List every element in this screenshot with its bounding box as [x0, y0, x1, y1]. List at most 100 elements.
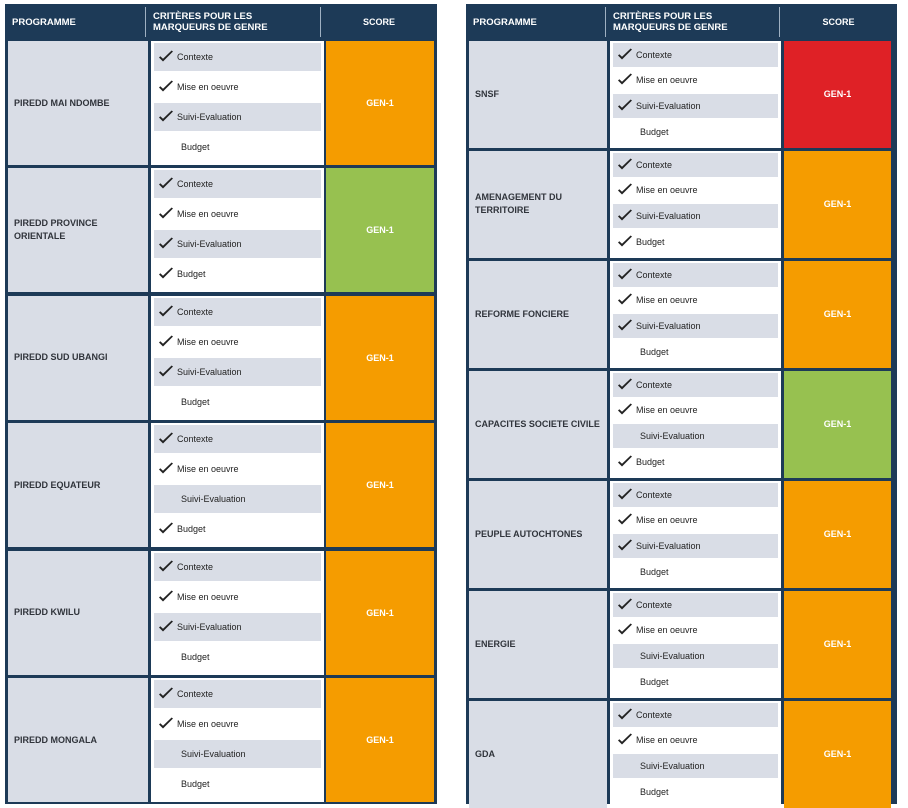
criterion-label: Budget: [636, 236, 665, 247]
criterion-label: Mise en oeuvre: [636, 75, 698, 86]
criterion-contexte: Contexte: [154, 297, 321, 326]
criterion-label: Contexte: [177, 52, 214, 62]
checkmark-icon: [618, 378, 632, 390]
criterion-budget: Budget: [154, 770, 321, 798]
programme-row: GDA Contexte Mise en oeuvre Suivi-Evaluatio…: [469, 701, 894, 808]
criteria-cell: Contexte Mise en oeuvre Suivi-Evaluation Bu…: [610, 151, 781, 258]
checkmark-icon: [159, 237, 173, 249]
programme-row: PEUPLE AUTOCHTONES Contexte Mise en oeuvre…: [469, 481, 894, 588]
programme-name: PIREDD PROVINCE ORIENTALE: [8, 168, 148, 293]
checkmark-icon: [159, 687, 173, 699]
criterion-contexte: Contexte: [154, 425, 321, 454]
score-cell: GEN-1: [784, 481, 891, 588]
criteria-cell: Contexte Mise en oeuvre Suivi-Evaluation Bu…: [151, 423, 324, 548]
programme-name: PEUPLE AUTOCHTONES: [469, 481, 607, 588]
programme-row: SNSF Contexte Mise en oeuvre Suivi-Evaluati…: [469, 41, 894, 148]
criterion-budget: Budget: [154, 515, 321, 543]
criterion-label: Mise en oeuvre: [636, 735, 698, 746]
checkmark-icon: [159, 110, 173, 122]
criterion-label: Budget: [181, 779, 210, 789]
criterion-mise-en-oeuvre: Mise en oeuvre: [613, 509, 778, 533]
checkmark-icon: [159, 335, 173, 347]
criterion-label: Budget: [177, 269, 206, 280]
criterion-label: Contexte: [636, 489, 673, 500]
criterion-mise-en-oeuvre: Mise en oeuvre: [154, 328, 321, 356]
criterion-label: Contexte: [636, 159, 673, 170]
criterion-suivi-evaluation: Suivi-Evaluation: [154, 612, 321, 641]
programme-row: ENERGIE Contexte Mise en oeuvre Suivi-Evalu…: [469, 591, 894, 698]
checkmark-icon: [159, 717, 173, 729]
programme-name: PIREDD SUD UBANGI: [8, 295, 148, 420]
criterion-budget: Budget: [613, 230, 778, 254]
score-cell: GEN-1: [784, 261, 891, 368]
criterion-budget: Budget: [613, 670, 778, 694]
checkmark-icon: [618, 733, 632, 745]
criterion-suivi-evaluation: Suivi-Evaluation: [154, 357, 321, 386]
criterion-label: Contexte: [177, 306, 214, 317]
checkmark-icon: [159, 590, 173, 602]
checkmark-icon: [618, 48, 632, 60]
checkmark-icon: [618, 183, 632, 195]
criteria-cell: Contexte Mise en oeuvre Suivi-Evaluation Bu…: [610, 481, 781, 588]
criterion-label: Mise en oeuvre: [636, 185, 698, 196]
header-score: SCORE: [362, 16, 395, 27]
score-cell: GEN-1: [784, 701, 891, 808]
criteria-cell: Contexte Mise en oeuvre Suivi-Evaluation Bu…: [151, 168, 324, 293]
criterion-label: Suivi-Evaluation: [636, 101, 701, 112]
score-cell: GEN-1: [784, 371, 891, 478]
checkmark-icon: [159, 80, 173, 92]
header-score: SCORE: [822, 16, 855, 27]
criterion-label: Budget: [177, 524, 206, 535]
programme-name: PIREDD EQUATEUR: [8, 423, 148, 548]
criterion-contexte: Contexte: [613, 703, 778, 727]
criterion-suivi-evaluation: Suivi-Evaluation: [154, 230, 321, 259]
checkmark-icon: [618, 403, 632, 415]
left-table: PROGRAMME CRITÈRES POUR LES MARQUEURS DE …: [5, 4, 437, 804]
criterion-label: Contexte: [636, 269, 673, 280]
checkmark-icon: [159, 305, 173, 317]
checkmark-icon: [618, 708, 632, 720]
checkmark-icon: [159, 177, 173, 189]
programme-row: PIREDD SUD UBANGI Contexte Mise en oeuvre S…: [8, 295, 434, 420]
criterion-label: Suivi-Evaluation: [181, 749, 246, 759]
checkmark-icon: [618, 209, 632, 221]
programme-row: PIREDD KWILU Contexte Mise en oeuvre Suivi-…: [8, 550, 434, 675]
score-cell: GEN-1: [784, 591, 891, 698]
checkmark-icon: [618, 488, 632, 500]
programme-name: PIREDD MAI NDOMBE: [8, 41, 148, 165]
criterion-label: Mise en oeuvre: [177, 336, 239, 347]
criterion-label: Mise en oeuvre: [177, 719, 239, 729]
checkmark-icon: [618, 319, 632, 331]
criterion-mise-en-oeuvre: Mise en oeuvre: [154, 200, 321, 228]
criterion-label: Mise en oeuvre: [177, 464, 239, 475]
programme-name: PIREDD MONGALA: [8, 678, 148, 802]
criterion-budget: Budget: [613, 450, 778, 474]
criterion-suivi-evaluation: Suivi-Evaluation: [613, 754, 778, 778]
criterion-contexte: Contexte: [613, 263, 778, 287]
checkmark-icon: [618, 598, 632, 610]
criterion-label: Budget: [640, 566, 669, 577]
criterion-suivi-evaluation: Suivi-Evaluation: [613, 534, 778, 558]
criterion-mise-en-oeuvre: Mise en oeuvre: [613, 179, 778, 203]
criterion-mise-en-oeuvre: Mise en oeuvre: [613, 69, 778, 93]
criterion-label: Suivi-Evaluation: [636, 211, 701, 222]
checkmark-icon: [618, 235, 632, 247]
criterion-suivi-evaluation: Suivi-Evaluation: [154, 103, 321, 131]
criterion-label: Mise en oeuvre: [636, 625, 698, 636]
criterion-label: Suivi-Evaluation: [640, 651, 705, 662]
criterion-mise-en-oeuvre: Mise en oeuvre: [154, 583, 321, 611]
checkmark-icon: [159, 50, 173, 62]
score-cell: GEN-1: [784, 41, 891, 148]
checkmark-icon: [159, 560, 173, 572]
criterion-mise-en-oeuvre: Mise en oeuvre: [613, 399, 778, 423]
criterion-budget: Budget: [613, 780, 778, 804]
programme-row: PIREDD PROVINCE ORIENTALE Contexte Mise en…: [8, 168, 434, 293]
criterion-contexte: Contexte: [613, 43, 778, 67]
criterion-label: Suivi-Evaluation: [177, 239, 242, 250]
checkmark-icon: [618, 99, 632, 111]
criterion-label: Contexte: [177, 561, 214, 572]
programme-row: CAPACITES SOCIETE CIVILE Contexte Mise en …: [469, 371, 894, 478]
criterion-label: Mise en oeuvre: [177, 82, 239, 92]
criterion-label: Contexte: [177, 434, 214, 445]
criterion-contexte: Contexte: [613, 373, 778, 397]
